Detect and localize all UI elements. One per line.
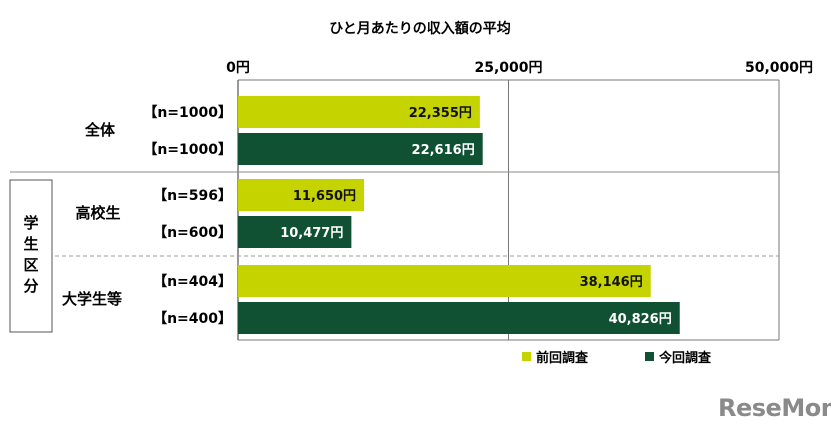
n-label: 【n=400】 [153, 311, 232, 327]
legend: 前回調査 今回調査 [522, 350, 712, 366]
bar-value-label: 38,146円 [580, 275, 643, 290]
n-label: 【n=1000】 [143, 105, 232, 121]
legend-swatch [522, 352, 531, 361]
bar [238, 96, 480, 128]
category-labels: 【n=1000】【n=596】【n=404】 【n=1000】【n=600】【n=… [9, 105, 232, 333]
category-label: 全体 [84, 121, 116, 139]
group-label-char: 分 [23, 277, 38, 295]
n-label: 【n=600】 [153, 225, 232, 241]
bar [238, 302, 680, 334]
n-label: 【n=1000】 [143, 142, 232, 158]
legend-label: 今回調査 [658, 350, 712, 366]
n-label: 【n=404】 [153, 274, 232, 290]
category-label: 高校生 [75, 204, 120, 222]
bar-value-label: 10,477円 [280, 226, 343, 241]
watermark-logo: ReseMom [718, 394, 831, 422]
bar-value-label: 22,616円 [412, 143, 475, 158]
legend-label: 前回調査 [536, 350, 589, 366]
n-label: 【n=596】 [153, 188, 232, 204]
bars: 22,355円 11,650円 38,146円 22,616円 10,477円 40,82… [238, 96, 680, 334]
group-label-char: 学 [23, 214, 38, 232]
x-tick-label: 25,000円 [474, 60, 542, 76]
group-label-char: 区 [23, 256, 38, 274]
x-tick-labels: 0円 25,000円 50,000円 [226, 60, 813, 76]
bar-value-label: 22,355円 [409, 106, 472, 121]
bar [238, 133, 483, 165]
x-tick-label: 50,000円 [745, 60, 813, 76]
bar [238, 216, 352, 248]
bar-value-label: 11,650円 [293, 189, 356, 204]
bar-value-label: 40,826円 [609, 312, 672, 327]
category-label: 大学生等 [62, 290, 122, 308]
x-tick-label: 0円 [226, 60, 250, 76]
group-label-char: 生 [23, 235, 38, 253]
chart-title: ひと月あたりの収入額の平均 [329, 20, 511, 37]
bar [238, 179, 365, 211]
legend-swatch [645, 352, 654, 361]
bar [238, 265, 651, 297]
group-label-box [9, 179, 53, 333]
